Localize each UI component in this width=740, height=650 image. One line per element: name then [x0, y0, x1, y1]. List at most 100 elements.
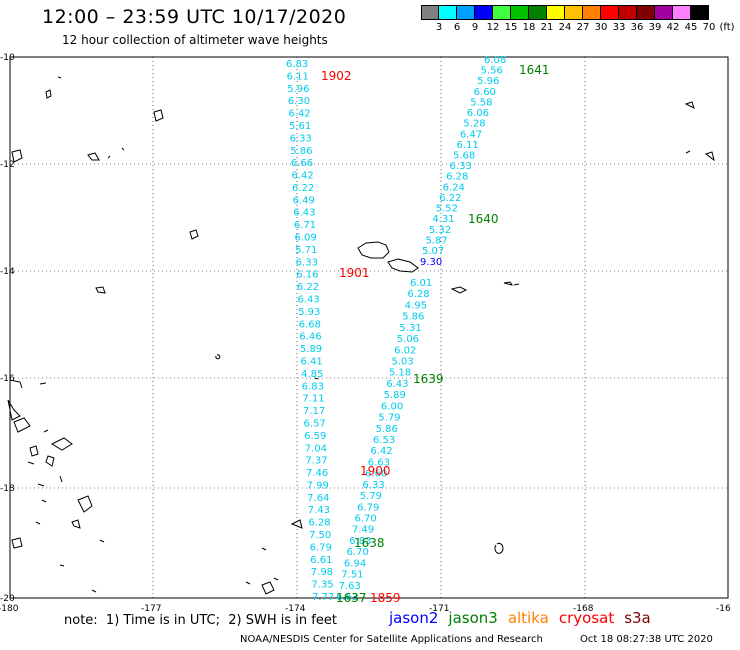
wave-height-value: 6.33 [290, 133, 312, 144]
wave-height-value: 7.37 [305, 456, 327, 467]
colorbar-swatch [691, 5, 709, 20]
pass-time-label: 1641 [519, 63, 550, 77]
colorbar-label: 33 [612, 22, 626, 33]
wave-height-value: 6.49 [293, 195, 315, 206]
colorbar-label: 21 [540, 22, 554, 33]
wave-height-value: 6.09 [294, 233, 316, 244]
wave-height-value: 7.11 [302, 394, 324, 405]
satellite-legend-item: jason3 [448, 609, 498, 627]
wave-height-value: 5.86 [376, 424, 398, 435]
pass-time-label: 1640 [468, 212, 499, 226]
colorbar-label: 18 [522, 22, 536, 33]
wave-height-value: 7.35 [311, 580, 333, 591]
longitude-label: -180 [0, 604, 19, 614]
wave-height-value: 6.79 [310, 542, 332, 553]
wave-height-value: 6.60 [365, 469, 387, 480]
latitude-label: -18 [0, 484, 15, 494]
wave-height-value: 6.70 [347, 547, 369, 558]
wave-height-value: 6.28 [446, 172, 468, 183]
latitude-label: -14 [0, 267, 15, 277]
wave-height-value: 6.22 [297, 282, 319, 293]
colorbar-swatch [655, 5, 673, 20]
pass-time-label: 1637 [336, 591, 367, 605]
wave-height-value: 5.61 [289, 121, 311, 132]
wave-height-value: 5.06 [397, 334, 419, 345]
satellite-legend-item: s3a [624, 609, 651, 627]
wave-height-value: 5.31 [399, 323, 421, 334]
colorbar-label: 45 [684, 22, 698, 33]
wave-height-value: 5.86 [290, 146, 312, 157]
colorbar-swatch [475, 5, 493, 20]
colorbar-swatch [637, 5, 655, 20]
wave-height-value: 7.77 [312, 592, 334, 603]
wave-height-value: 6.41 [301, 356, 323, 367]
colorbar-label: 12 [486, 22, 500, 33]
satellite-legend-item: cryosat [558, 609, 615, 627]
satellite-legend: jason2 jason3 altika cryosat s3a [389, 609, 661, 627]
wave-height-value: 6.83 [302, 381, 324, 392]
wave-height-value: 4.85 [301, 369, 323, 380]
wave-height-value: 5.52 [436, 204, 458, 215]
wave-height-value: 5.93 [298, 307, 320, 318]
wave-height-value: 6.46 [299, 332, 321, 343]
colorbar-swatch [439, 5, 457, 20]
colorbar-swatch [673, 5, 691, 20]
wave-height-value: 6.24 [443, 182, 465, 193]
satellite-legend-item: altika [507, 609, 549, 627]
latitude-label: -20 [0, 594, 15, 604]
pass-time-label: 1638 [354, 536, 385, 550]
wave-height-value: 7.17 [303, 406, 325, 417]
wave-height-value: 6.79 [357, 502, 379, 513]
map-frame [9, 56, 729, 599]
wave-height-value: 6.71 [294, 220, 316, 231]
longitude-label: -174 [285, 604, 306, 614]
colorbar-swatch [547, 5, 565, 20]
colorbar-label: 70 [702, 22, 716, 33]
wave-height-value: 5.89 [300, 344, 322, 355]
wave-height-value: 6.63 [368, 457, 390, 468]
wave-height-value: 6.42 [370, 446, 392, 457]
colorbar-label: 36 [630, 22, 644, 33]
colorbar-label: 15 [504, 22, 518, 33]
colorbar-label: 27 [576, 22, 590, 33]
pass-time-label: 1902 [321, 69, 352, 83]
wave-height-value: 5.96 [287, 84, 309, 95]
wave-height-value: 6.42 [291, 171, 313, 182]
wave-height-value: 7.98 [311, 567, 333, 578]
wave-height-value: 6.60 [474, 87, 496, 98]
colorbar-swatch [511, 5, 529, 20]
coastlines [7, 76, 715, 595]
wave-height-value: 7.51 [341, 570, 363, 581]
colorbar-swatch [457, 5, 475, 20]
wave-height-value: 6.33 [362, 480, 384, 491]
wave-height-value: 7.99 [307, 480, 329, 491]
wave-height-value: 6.83 [286, 59, 308, 70]
wave-height-value: 6.33 [450, 161, 472, 172]
wave-height-value: 6.33 [296, 257, 318, 268]
axis-labels: -10 -12 -14 -16 -18 -20-180 -177 -174 -171 -168 -1… [0, 53, 731, 614]
wave-height-value: 6.59 [304, 431, 326, 442]
colorbar-label: 42 [666, 22, 680, 33]
latitude-label: -16 [0, 374, 15, 384]
wave-height-value: 6.16 [296, 270, 318, 281]
wave-height-value: 5.58 [470, 97, 492, 108]
wave-height-value: 5.68 [453, 151, 475, 162]
wave-height-value: 5.79 [378, 413, 400, 424]
colorbar-label: 6 [453, 22, 461, 33]
wave-height-value: 5.71 [295, 245, 317, 256]
wave-height-value: 6.11 [287, 71, 309, 82]
wave-height-value: 6.02 [394, 345, 416, 356]
colorbar-label: 24 [558, 22, 572, 33]
colorbar-swatch [583, 5, 601, 20]
wave-height-value: 4.95 [405, 300, 427, 311]
colorbar-swatch [601, 5, 619, 20]
wave-height-value: 6.57 [304, 418, 326, 429]
wave-height-value: 6.22 [292, 183, 314, 194]
wave-height-value: 6.11 [456, 140, 478, 151]
wave-height-value: 6.42 [288, 109, 310, 120]
colorbar-label: 30 [594, 22, 608, 33]
wave-height-value: 7.49 [352, 525, 374, 536]
wave-height-value: 5.18 [389, 368, 411, 379]
wave-height-value: 5.87 [425, 235, 447, 246]
pass-time-label: 1901 [339, 266, 370, 280]
